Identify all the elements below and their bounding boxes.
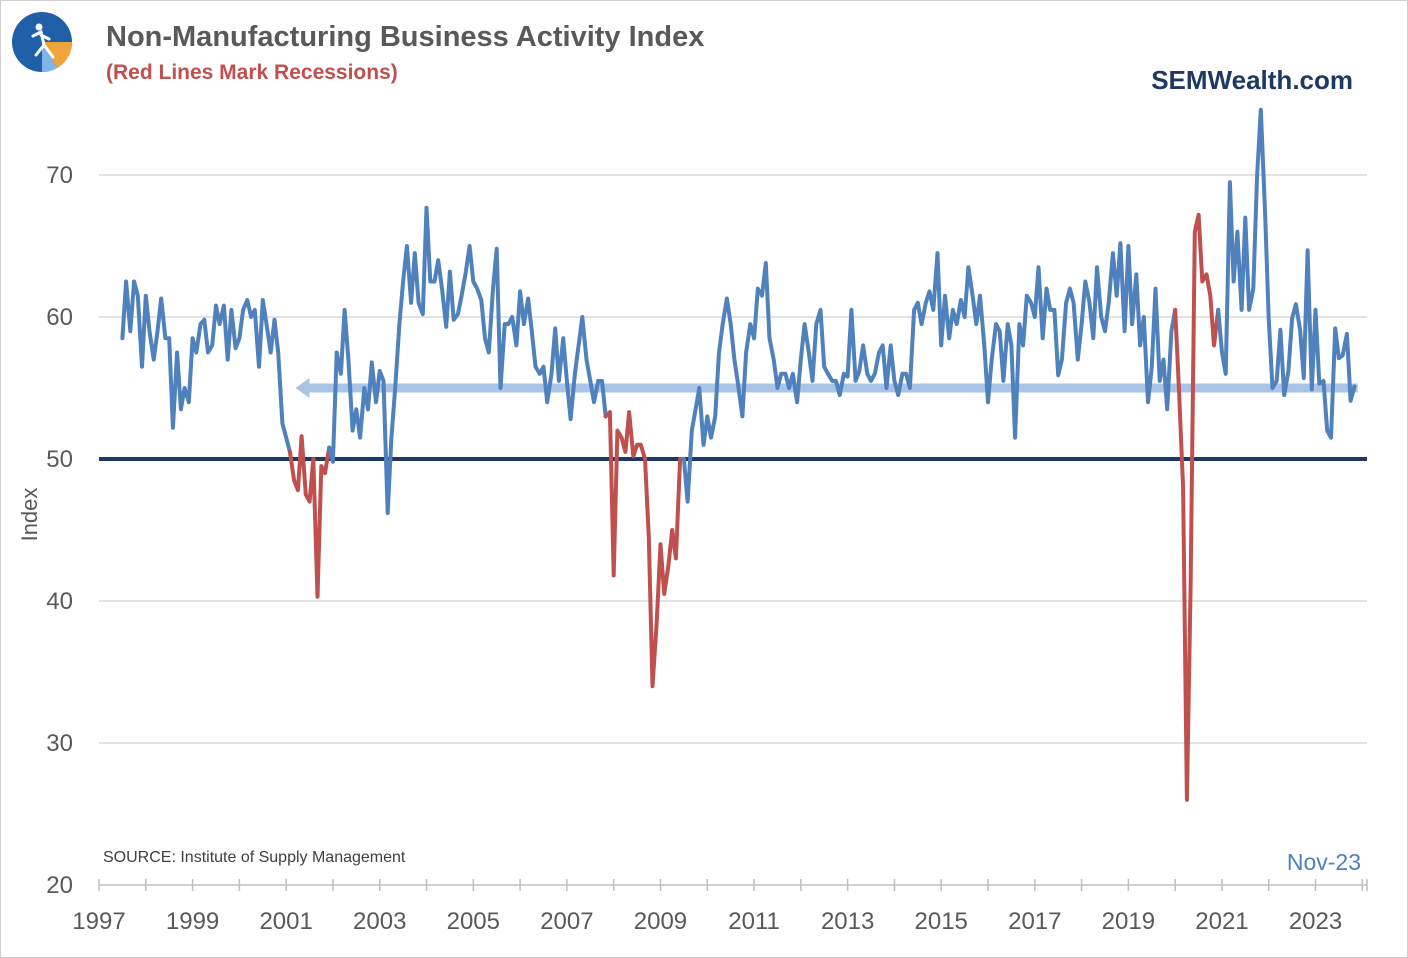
recession-segment (1173, 212, 1221, 802)
chart-subtitle: (Red Lines Mark Recessions) (106, 61, 398, 84)
x-tick-label: 2009 (634, 908, 687, 935)
chart-title: Non-Manufacturing Business Activity Inde… (106, 21, 705, 53)
y-tick-label: 60 (46, 304, 73, 331)
x-tick-label: 2007 (540, 908, 593, 935)
y-tick-label: 20 (46, 872, 73, 899)
y-tick-label: 30 (46, 730, 73, 757)
x-tick-label: 2011 (728, 908, 780, 935)
x-tick-label: 2015 (915, 908, 968, 935)
index-line-segment (1216, 107, 1357, 440)
x-tick-label: 2001 (259, 908, 312, 935)
x-tick-label: 2019 (1102, 908, 1155, 935)
x-tick-label: 1997 (72, 908, 125, 935)
x-tick-label: 2021 (1195, 908, 1248, 935)
index-line-segment (681, 241, 1178, 504)
x-tick-label: 2017 (1008, 908, 1061, 935)
y-tick-label: 40 (46, 588, 73, 615)
recession-segment (287, 434, 332, 599)
brand-label: SEMWealth.com (1151, 65, 1353, 95)
y-tick-label: 50 (46, 446, 73, 473)
y-axis-title: Index (17, 488, 42, 542)
x-tick-label: 1999 (166, 908, 219, 935)
x-axis: 1997 1999 2001 2003 2005 2007 2009 2011 2013 2015… (72, 879, 1368, 935)
y-axis: 20 30 40 50 60 70 Index (17, 162, 73, 899)
x-tick-label: 2003 (353, 908, 406, 935)
date-label: Nov-23 (1286, 849, 1361, 875)
index-line-segment (120, 279, 292, 454)
x-tick-label: 2005 (447, 908, 500, 935)
average-arrowhead (295, 378, 310, 398)
series-lines (99, 107, 1367, 802)
y-tick-label: 70 (46, 162, 73, 189)
semwealth-logo-icon (12, 12, 73, 73)
x-tick-label: 2023 (1289, 908, 1342, 935)
recession-segment (603, 410, 686, 689)
index-line-segment (327, 205, 608, 515)
source-note: SOURCE: Institute of Supply Management (103, 849, 406, 866)
x-tick-label: 2013 (821, 908, 874, 935)
